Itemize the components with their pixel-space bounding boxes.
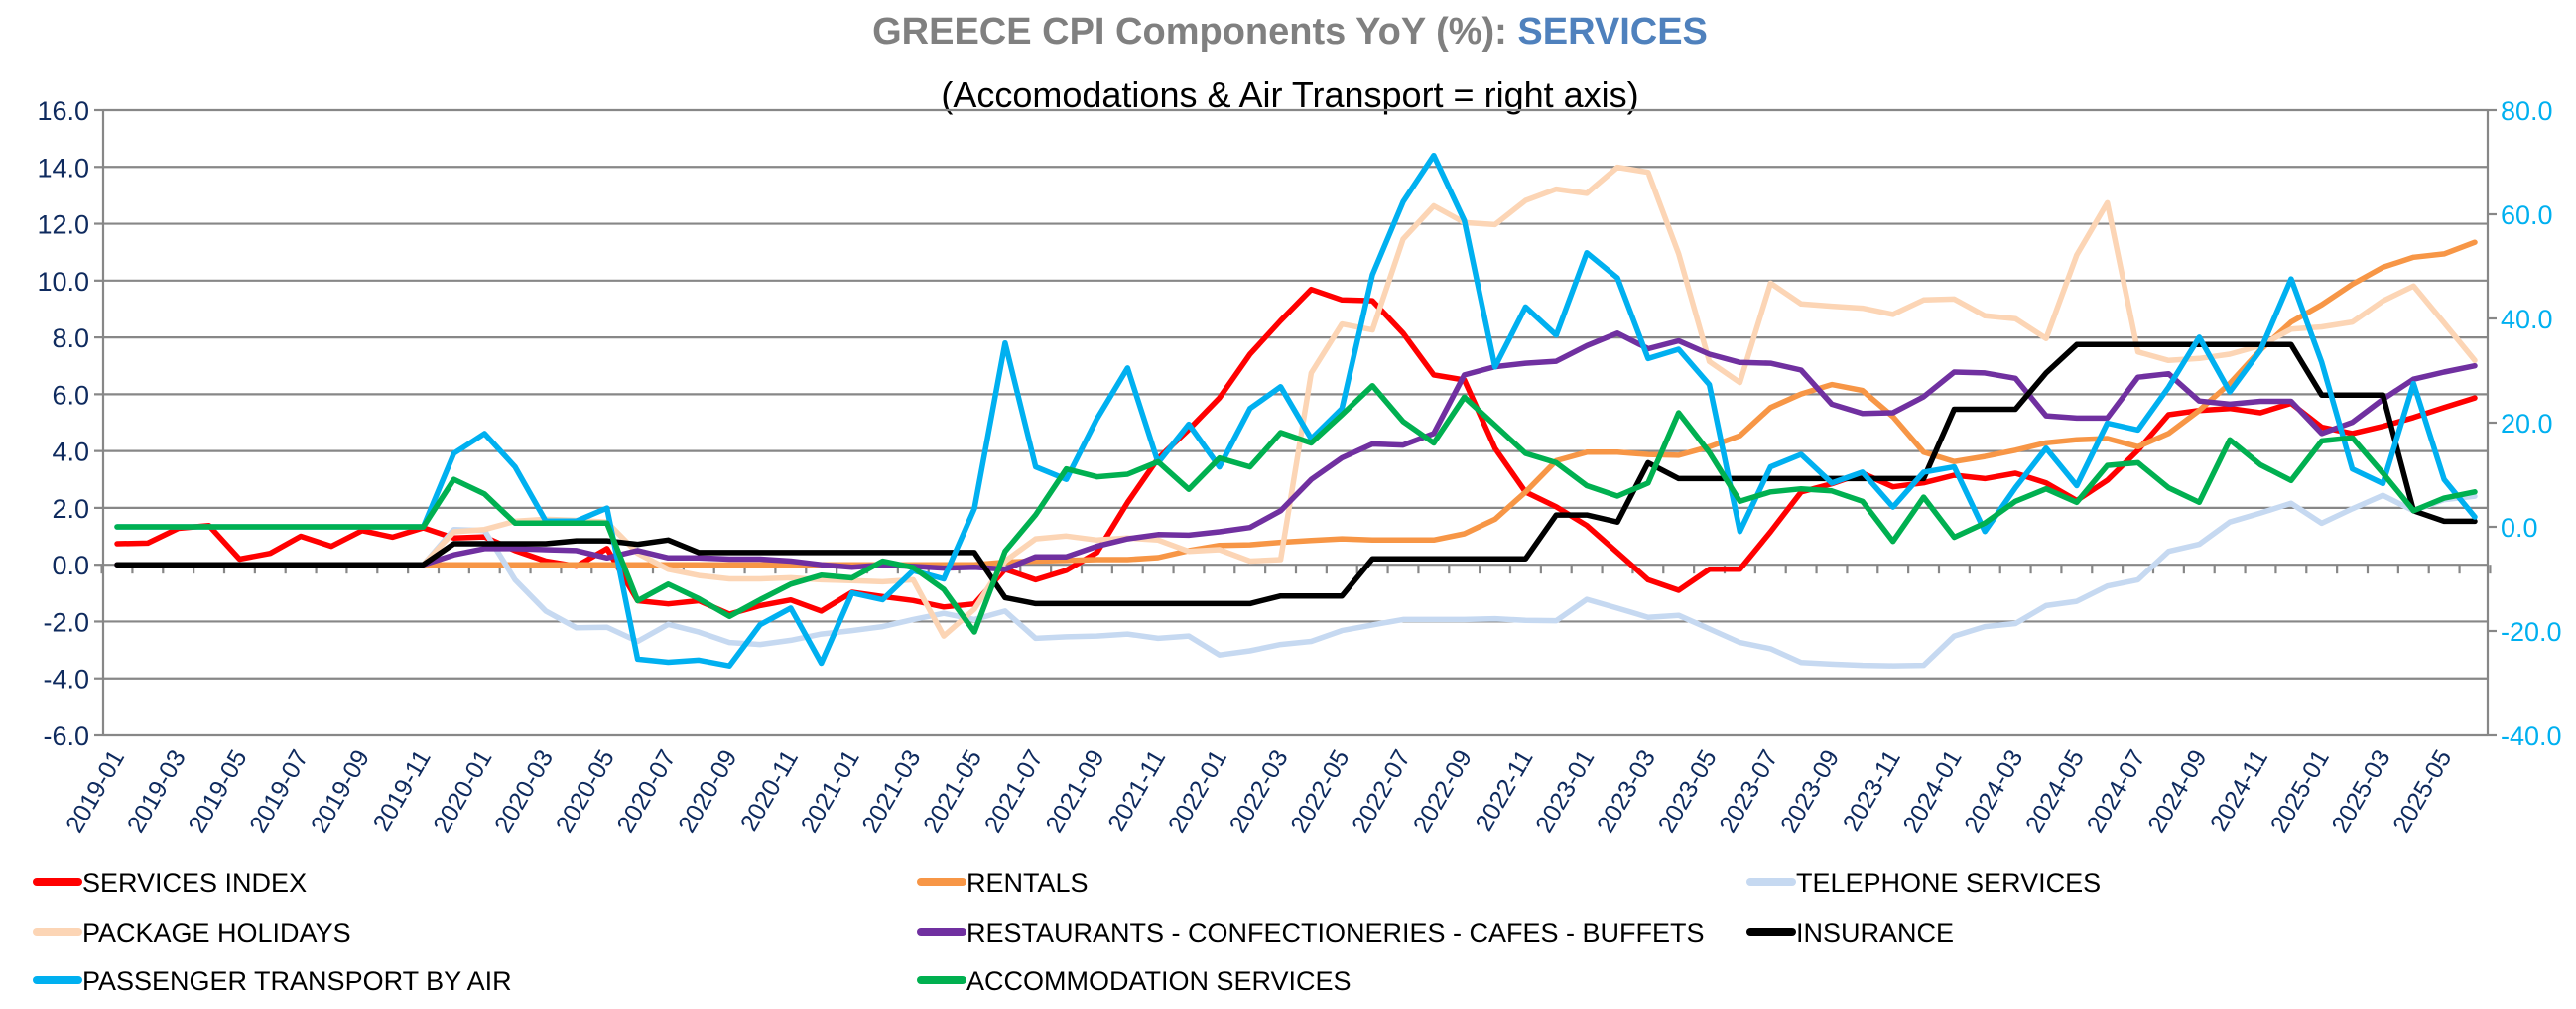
left-axis-labels: 16.0 14.0 12.0 10.0 8.0 6.0 4.0 2.0 0.0 -2.0 -4.0 -… <box>37 96 89 751</box>
x-axis-tick-label: 2022-09 <box>1408 745 1478 837</box>
legend-item-rentals: RENTALS <box>917 868 1089 898</box>
right-axis-tick-label: 80.0 <box>2501 96 2553 126</box>
left-axis-tick-label: -2.0 <box>43 607 89 637</box>
series-line-insurance <box>114 341 2478 607</box>
x-axis-tick-label: 2022-11 <box>1470 745 1538 836</box>
left-axis-tick-label: 4.0 <box>52 438 89 467</box>
x-axis-tick-label: 2023-09 <box>1775 745 1845 837</box>
right-axis-tick-label: 60.0 <box>2501 200 2553 230</box>
x-axis-tick-label: 2025-01 <box>2265 745 2335 837</box>
x-axis-tick-label: 2022-05 <box>1285 745 1354 837</box>
x-axis-tick-label: 2020-03 <box>489 745 559 837</box>
legend-label: RESTAURANTS - CONFECTIONERIES - CAFES - … <box>966 918 1705 947</box>
x-axis-tick-label: 2025-05 <box>2387 745 2457 837</box>
left-axis-tick-label: 16.0 <box>37 96 89 126</box>
legend-label: RENTALS <box>966 868 1089 898</box>
x-axis-tick-label: 2023-05 <box>1653 745 1723 837</box>
chart-title: GREECE CPI Components YoY (%): SERVICES <box>872 11 1708 53</box>
left-axis-tick-label: 12.0 <box>37 210 89 240</box>
series-line-passenger-transport-by-air <box>114 152 2478 669</box>
series-lines <box>114 152 2478 669</box>
legend-label: INSURANCE <box>1796 918 1954 947</box>
legend-label: PASSENGER TRANSPORT BY AIR <box>82 966 512 996</box>
x-axis-tick-label: 2020-01 <box>428 745 497 837</box>
chart-title-main: GREECE CPI Components YoY (%): <box>872 11 1517 53</box>
chart-title-highlight: SERVICES <box>1517 11 1707 53</box>
x-axis-tick-label: 2023-01 <box>1530 745 1600 837</box>
x-axis-tick-label: 2019-07 <box>244 745 314 837</box>
legend-item-services-index: SERVICES INDEX <box>33 868 307 898</box>
x-axis-tick-label: 2023-07 <box>1714 745 1783 837</box>
left-axis-tick-label: -4.0 <box>43 665 89 694</box>
legend-item-accommodation-services: ACCOMMODATION SERVICES <box>917 966 1352 996</box>
left-axis-tick-label: 0.0 <box>52 551 89 580</box>
x-axis-tick-label: 2019-11 <box>368 745 437 836</box>
x-axis-tick-label: 2020-11 <box>735 745 804 836</box>
x-axis-tick-label: 2020-05 <box>551 745 620 837</box>
legend-label: PACKAGE HOLIDAYS <box>82 918 351 947</box>
x-axis-tick-label: 2019-03 <box>122 745 192 837</box>
right-axis-tick-label: 0.0 <box>2501 513 2538 543</box>
x-axis-tick-label: 2019-05 <box>184 745 253 837</box>
x-axis-tick-label: 2020-09 <box>673 745 742 837</box>
x-axis-tick-label: 2019-09 <box>306 745 375 837</box>
left-axis-tick-label: 8.0 <box>52 323 89 353</box>
series-line-package-holidays <box>114 164 2478 639</box>
legend: SERVICES INDEX RENTALS TELEPHONE SERVICES P… <box>33 868 2101 996</box>
right-axis-tick-label: 40.0 <box>2501 305 2553 334</box>
x-axis-tick-label: 2024-09 <box>2142 745 2212 837</box>
legend-item-passenger-transport-by-air: PASSENGER TRANSPORT BY AIR <box>33 966 512 996</box>
series-line-rentals <box>114 239 2478 568</box>
legend-item-insurance: INSURANCE <box>1746 918 1954 947</box>
left-axis-tick-label: 10.0 <box>37 267 89 297</box>
x-axis-tick-label: 2025-03 <box>2327 745 2396 837</box>
series-line-accommodation-services <box>114 382 2478 635</box>
left-axis-tick-label: 6.0 <box>52 380 89 410</box>
right-axis-tick-label: -40.0 <box>2501 721 2562 751</box>
x-axis-tick-label: 2024-03 <box>1959 745 2028 837</box>
right-axis-tick-label: 20.0 <box>2501 409 2553 439</box>
axes <box>94 108 2497 737</box>
x-axis-tick-label: 2021-07 <box>979 745 1049 837</box>
x-axis-tick-label: 2023-03 <box>1592 745 1661 837</box>
x-axis-tick-label: 2021-01 <box>796 745 865 837</box>
legend-label: ACCOMMODATION SERVICES <box>966 966 1352 996</box>
x-axis-tick-label: 2021-09 <box>1041 745 1110 837</box>
x-axis-tick-label: 2019-01 <box>61 745 130 837</box>
legend-item-telephone-services: TELEPHONE SERVICES <box>1746 868 2101 898</box>
series-line-telephone-services <box>114 492 2478 669</box>
x-axis-tick-label: 2023-11 <box>1838 745 1906 836</box>
chart-subtitle: (Accomodations & Air Transport = right a… <box>941 74 1638 115</box>
right-axis-tick-label: -20.0 <box>2501 617 2562 647</box>
x-axis-tick-label: 2024-05 <box>2020 745 2090 837</box>
x-axis-tick-label: 2022-07 <box>1347 745 1416 837</box>
x-axis-tick-label: 2022-03 <box>1224 745 1294 837</box>
left-axis-tick-label: 14.0 <box>37 153 89 183</box>
left-axis-tick-label: -6.0 <box>43 721 89 751</box>
legend-item-package-holidays: PACKAGE HOLIDAYS <box>33 918 351 947</box>
legend-label: SERVICES INDEX <box>82 868 307 898</box>
x-axis-tick-label: 2020-07 <box>612 745 682 837</box>
left-axis-tick-label: 2.0 <box>52 494 89 524</box>
x-axis-tick-label: 2024-11 <box>2205 745 2273 836</box>
legend-label: TELEPHONE SERVICES <box>1796 868 2101 898</box>
x-axis-tick-label: 2021-05 <box>918 745 987 837</box>
legend-item-restaurants-confectioneries-cafes-buffets: RESTAURANTS - CONFECTIONERIES - CAFES - … <box>917 918 1705 947</box>
x-axis-tick-label: 2024-07 <box>2082 745 2151 837</box>
x-axis-labels: 2019-012019-032019-052019-072019-092019-… <box>61 745 2457 837</box>
x-axis-tick-label: 2022-01 <box>1163 745 1232 837</box>
right-axis-labels: 80.0 60.0 40.0 20.0 0.0 -20.0 -40.0 <box>2501 96 2562 751</box>
series-line-restaurants-confectioneries-cafes-buffets <box>114 330 2478 572</box>
x-axis-tick-label: 2021-03 <box>856 745 926 837</box>
x-axis-tick-label: 2021-11 <box>1102 745 1171 836</box>
x-axis-tick-label: 2024-01 <box>1898 745 1968 837</box>
